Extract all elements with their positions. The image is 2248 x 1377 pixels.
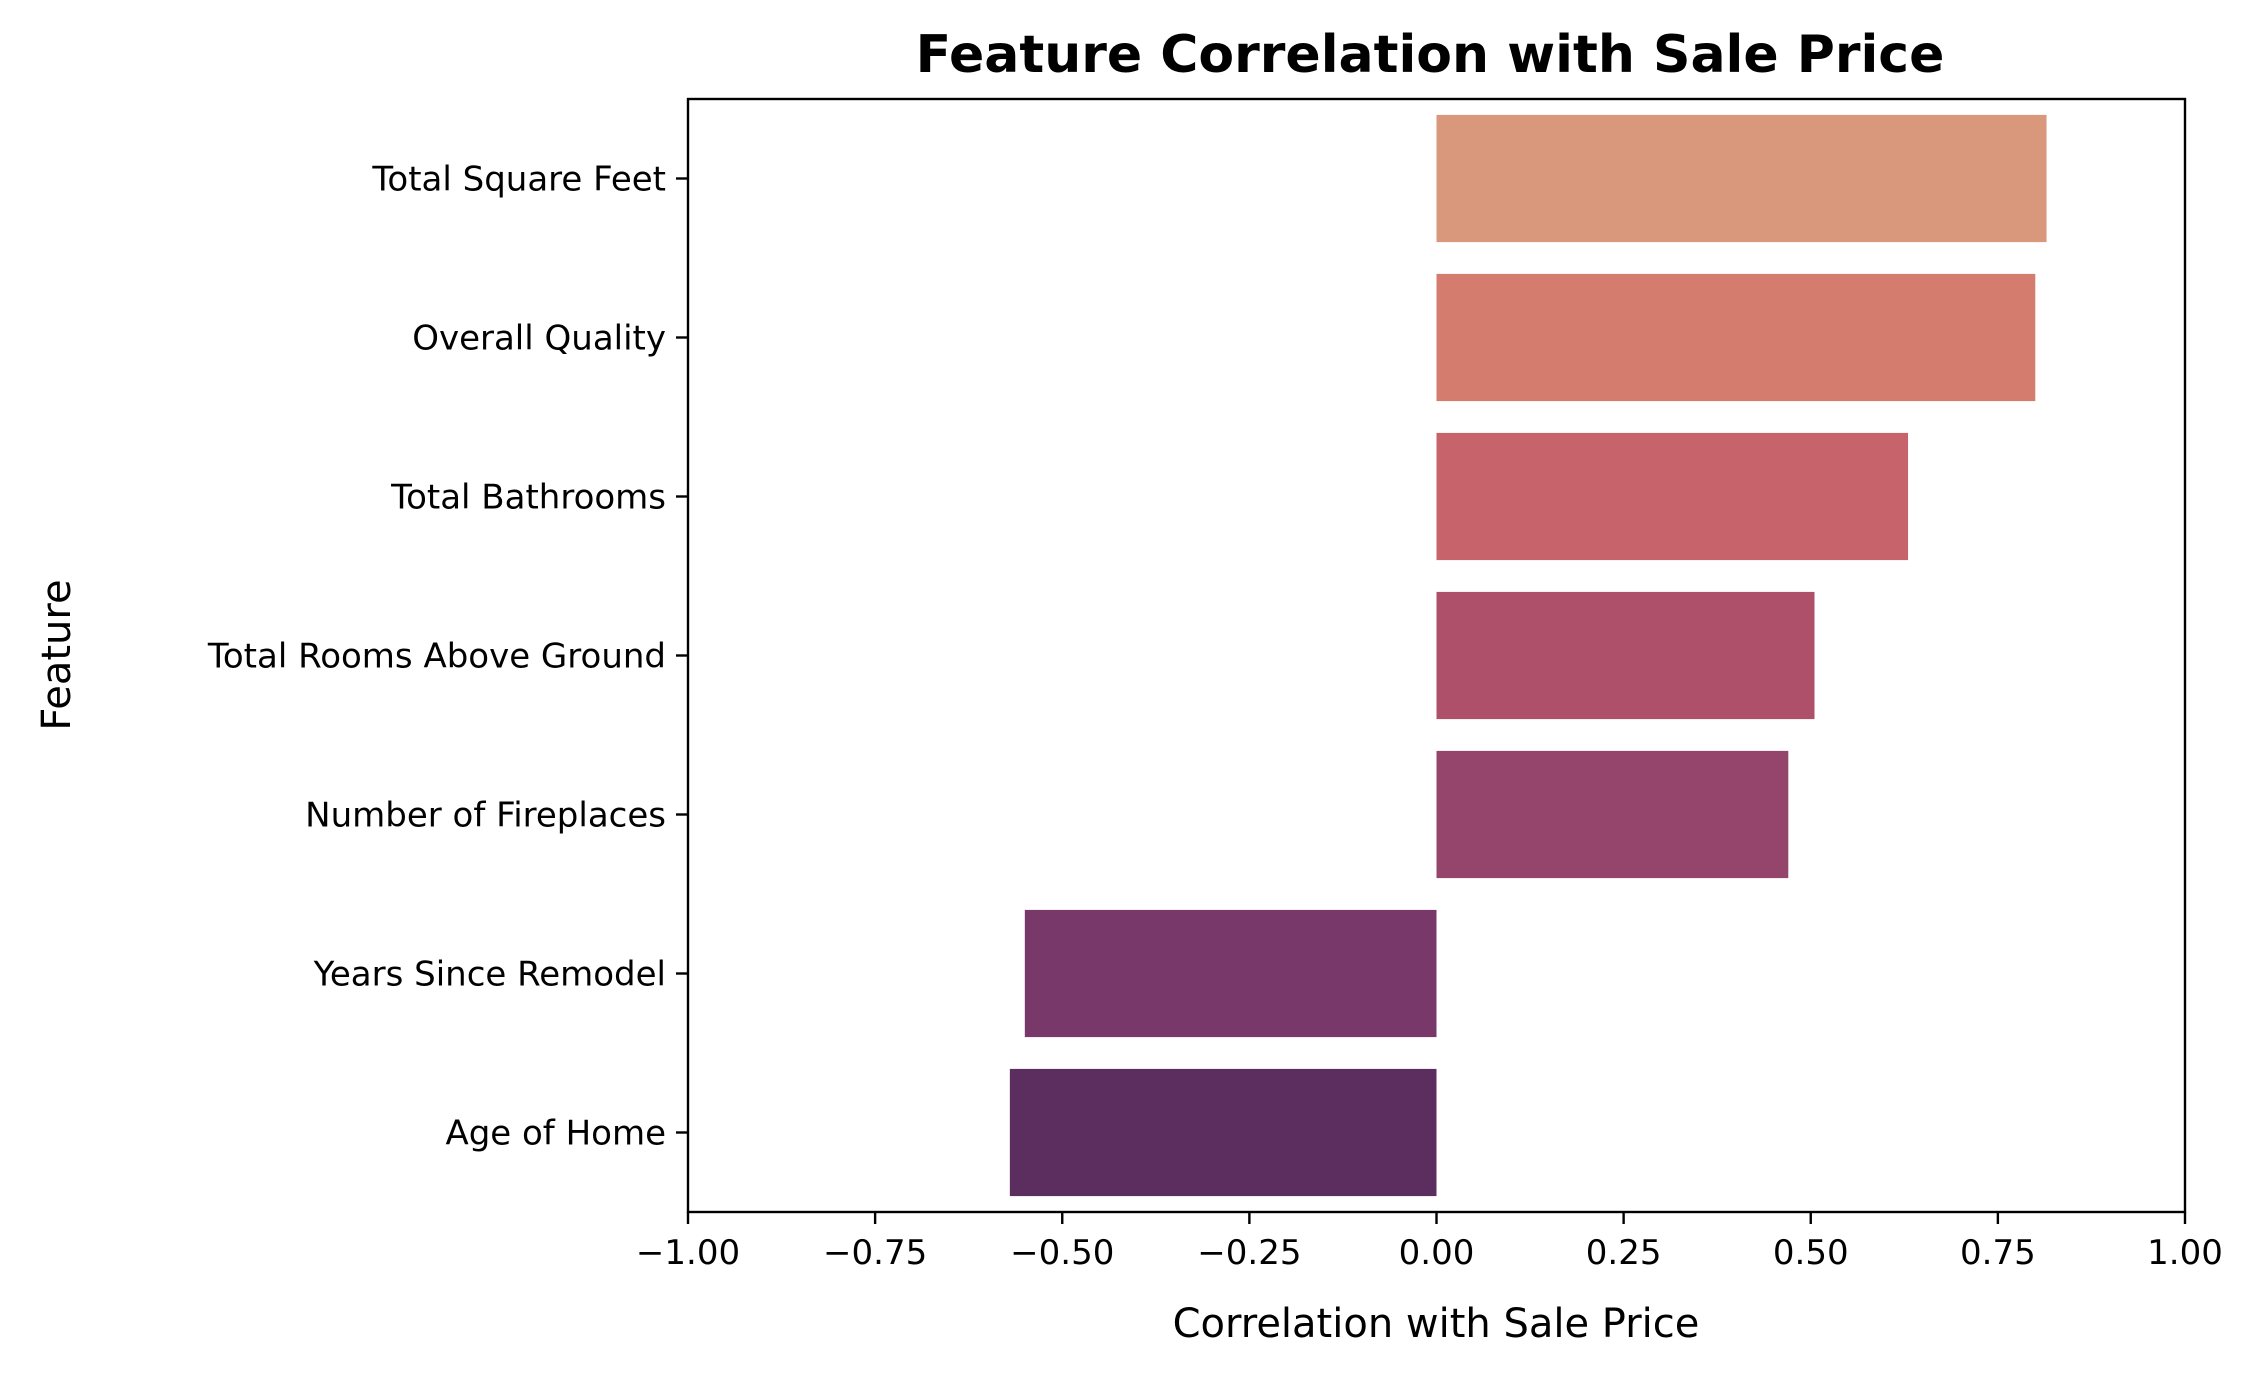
y-tick-label: Age of Home xyxy=(445,1114,666,1154)
y-axis-label: Feature xyxy=(34,579,80,730)
y-tick-label: Total Rooms Above Ground xyxy=(207,637,666,677)
y-tick-label: Total Square Feet xyxy=(371,160,666,200)
bar-total-rooms-above-ground xyxy=(1436,591,1815,720)
chart-title: Feature Correlation with Sale Price xyxy=(916,25,1945,85)
y-tick-label: Years Since Remodel xyxy=(313,955,666,995)
x-tick-label: −0.25 xyxy=(1197,1233,1301,1273)
y-axis: Total Square Feet Overall Quality Total Ba… xyxy=(207,160,688,1154)
x-tick-label: 0.50 xyxy=(1773,1233,1849,1273)
bar-overall-quality xyxy=(1436,273,2036,402)
bars-layer xyxy=(1009,114,2047,1197)
y-tick-label: Overall Quality xyxy=(412,319,666,359)
bar-number-of-fireplaces xyxy=(1436,750,1789,879)
x-tick-label: 0.00 xyxy=(1399,1233,1475,1273)
x-axis-label: Correlation with Sale Price xyxy=(1173,1301,1700,1347)
x-tick-label: 0.25 xyxy=(1586,1233,1662,1273)
y-tick-label: Total Bathrooms xyxy=(390,478,666,518)
bar-total-bathrooms xyxy=(1436,432,1909,561)
bar-total-square-feet xyxy=(1436,114,2047,243)
bar-years-since-remodel xyxy=(1024,909,1437,1038)
x-tick-label: −0.75 xyxy=(823,1233,927,1273)
bar-age-of-home xyxy=(1009,1068,1437,1197)
x-tick-label: 1.00 xyxy=(2147,1233,2223,1273)
x-tick-label: −1.00 xyxy=(636,1233,740,1273)
x-axis: −1.00 −0.75 −0.50 −0.25 0.00 0.25 0.50 0.75 1.00 xyxy=(636,1212,2223,1273)
y-tick-label: Number of Fireplaces xyxy=(305,796,666,836)
x-tick-label: 0.75 xyxy=(1960,1233,2036,1273)
x-tick-label: −0.50 xyxy=(1010,1233,1114,1273)
